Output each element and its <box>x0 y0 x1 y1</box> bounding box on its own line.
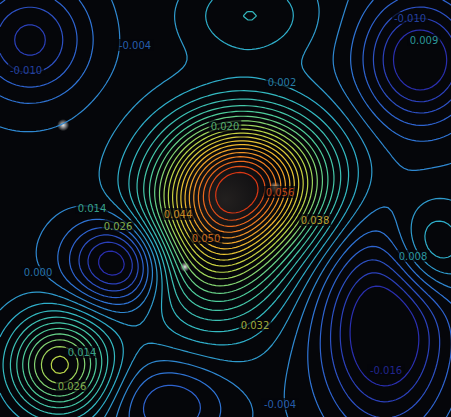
svg-text:-0.010: -0.010 <box>10 65 42 76</box>
svg-text:-0.004: -0.004 <box>119 40 151 51</box>
svg-text:0.032: 0.032 <box>241 320 270 331</box>
svg-text:0.056: 0.056 <box>266 187 295 198</box>
svg-text:0.020: 0.020 <box>211 121 240 132</box>
svg-text:0.050: 0.050 <box>192 233 221 244</box>
svg-text:0.026: 0.026 <box>58 381 87 392</box>
svg-text:-0.004: -0.004 <box>264 399 296 410</box>
svg-text:0.038: 0.038 <box>301 215 330 226</box>
svg-text:0.014: 0.014 <box>78 203 107 214</box>
svg-text:0.008: 0.008 <box>399 251 428 262</box>
svg-text:0.026: 0.026 <box>104 221 133 232</box>
svg-text:0.044: 0.044 <box>164 209 193 220</box>
svg-text:0.002: 0.002 <box>268 77 297 88</box>
svg-text:-0.016: -0.016 <box>370 365 402 376</box>
svg-text:0.014: 0.014 <box>68 347 97 358</box>
svg-text:-0.010: -0.010 <box>394 13 426 24</box>
svg-text:0.000: 0.000 <box>24 267 53 278</box>
svg-text:0.009: 0.009 <box>410 35 439 46</box>
